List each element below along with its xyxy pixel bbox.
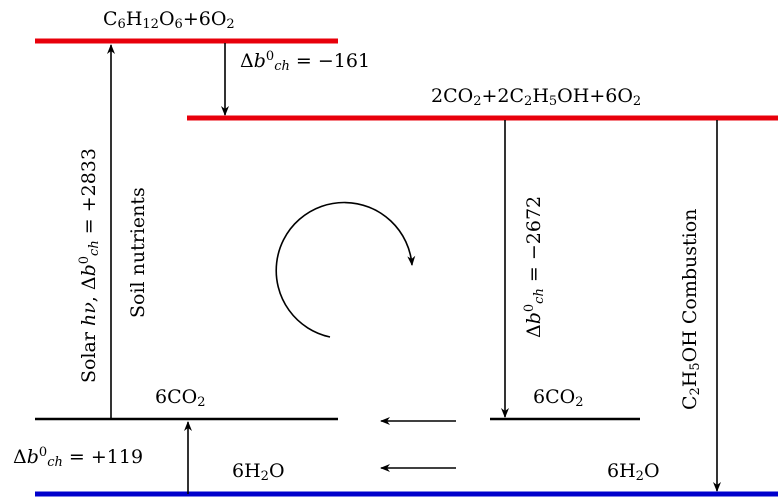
combustion-label: C2H5OH Combustion bbox=[679, 208, 703, 410]
water-right-label: 6H2O bbox=[607, 460, 660, 484]
soil-nutrients-label: Soil nutrients bbox=[127, 187, 149, 318]
fermentation-label: Δb0ch = −161 bbox=[240, 49, 371, 74]
ethanol-to-co2-label: Δb0ch = −2672 bbox=[522, 195, 547, 338]
ethanol-label: 2CO2+2C2H5OH+6O2 bbox=[431, 85, 642, 109]
water-left-label: 6H2O bbox=[232, 460, 285, 484]
co2-left-label: 6CO2 bbox=[155, 386, 206, 410]
co2-right-label: 6CO2 bbox=[533, 386, 584, 410]
water-up-label: Δb0ch = +119 bbox=[13, 445, 144, 470]
cycle-arrow-icon bbox=[275, 201, 416, 338]
glucose-label: C6H12O6+6O2 bbox=[103, 8, 235, 32]
photosynthesis-label: Solar hν, Δb0ch = +2833 bbox=[77, 148, 102, 383]
